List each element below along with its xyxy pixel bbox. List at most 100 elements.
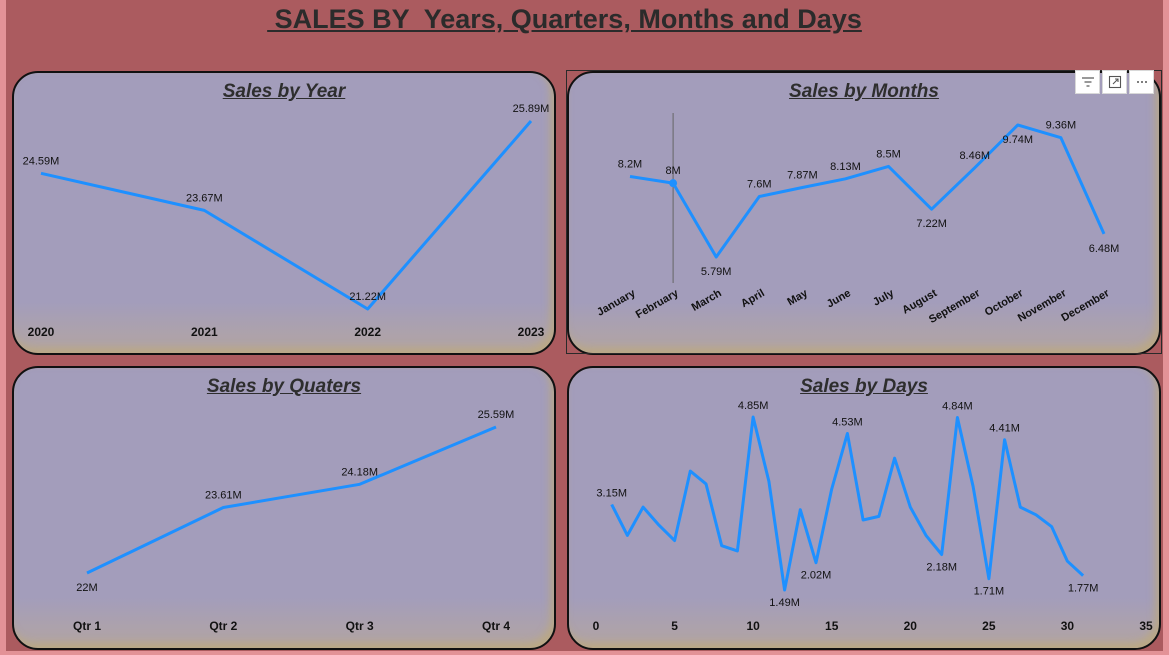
- sales-by-months-point-june[interactable]: [843, 177, 847, 181]
- sales-by-year-point-2022[interactable]: [366, 307, 370, 311]
- sales-by-months-data-label-july: 8.5M: [876, 148, 900, 160]
- sales-by-days-point-11[interactable]: [767, 479, 771, 483]
- sales-by-months-x-tick-january: January: [595, 287, 638, 319]
- sales-by-days-data-label-1: 3.15M: [596, 488, 627, 500]
- sales-by-year-point-2021[interactable]: [202, 208, 206, 212]
- sales-by-months-title: Sales by Months: [789, 81, 939, 102]
- sales-by-days-point-9[interactable]: [735, 549, 739, 553]
- sales-by-quarters-point-qtr-3[interactable]: [358, 482, 362, 486]
- sales-by-months-point-march[interactable]: [714, 255, 718, 259]
- sales-by-days-point-10[interactable]: [751, 415, 755, 419]
- sales-by-quarters-title: Sales by Quaters: [206, 376, 362, 397]
- sales-by-days-point-6[interactable]: [688, 469, 692, 473]
- sales-by-quarters-card[interactable]: Sales by Quaters 22M 23.61M 24.18M 25.59M Qt…: [12, 366, 556, 650]
- sales-by-quarters-series-line[interactable]: [86, 425, 497, 575]
- sales-by-days-point-16[interactable]: [845, 431, 849, 435]
- sales-by-quarters-point-qtr-2[interactable]: [221, 506, 225, 510]
- sales-by-quarters-data-label-qtr-4: 25.59M: [478, 409, 515, 421]
- sales-by-months-data-label-november: 9.36M: [1046, 120, 1077, 132]
- sales-by-days-point-8[interactable]: [720, 544, 724, 548]
- sales-by-days-point-15[interactable]: [830, 487, 834, 491]
- sales-by-quarters-x-tick-qtr-3: Qtr 3: [346, 619, 374, 633]
- sales-by-days-point-26[interactable]: [1003, 438, 1007, 442]
- sales-by-days-point-28[interactable]: [1034, 513, 1038, 517]
- sales-by-year-point-2020[interactable]: [39, 171, 43, 175]
- sales-by-months-data-label-march: 5.79M: [701, 266, 732, 278]
- sales-by-days-point-21[interactable]: [924, 533, 928, 537]
- sales-by-days-x-tick-35: 35: [1139, 619, 1153, 633]
- more-options-button[interactable]: [1129, 70, 1154, 94]
- sales-by-months-chart[interactable]: 8.2M 8M 5.79M 7.6M 7.87M 8.13M 8.5M 7.22M 8.46M 9…: [569, 73, 1159, 353]
- sales-by-months-point-may[interactable]: [800, 185, 804, 189]
- sales-by-days-data-label-25: 1.71M: [974, 586, 1005, 598]
- sales-by-days-point-1[interactable]: [610, 503, 614, 507]
- sales-by-days-point-3[interactable]: [641, 505, 645, 509]
- sales-by-days-point-2[interactable]: [625, 533, 629, 537]
- sales-by-days-point-25[interactable]: [987, 577, 991, 581]
- sales-by-days-card[interactable]: Sales by Days 3.15M 4.85M 1.49M 2.02M 4.53M 2…: [567, 366, 1161, 650]
- sales-by-quarters-x-tick-qtr-2: Qtr 2: [209, 619, 237, 633]
- sales-by-months-data-label-october: 9.74M: [1003, 134, 1034, 146]
- sales-by-days-chart[interactable]: 3.15M 4.85M 1.49M 2.02M 4.53M 2.18M 4.84M 1.71M…: [569, 368, 1159, 648]
- sales-by-days-point-24[interactable]: [971, 485, 975, 489]
- filter-icon: [1081, 77, 1094, 87]
- sales-by-year-chart[interactable]: 24.59M 23.67M 21.22M 25.89M 2020 2021 2022 2023: [14, 73, 554, 353]
- sales-by-months-x-tick-march: March: [690, 287, 724, 314]
- sales-by-quarters-x-tick-qtr-4: Qtr 4: [482, 619, 510, 633]
- sales-by-days-point-14[interactable]: [814, 561, 818, 565]
- sales-by-days-point-13[interactable]: [798, 508, 802, 512]
- sales-by-days-point-19[interactable]: [893, 456, 897, 460]
- sales-by-months-point-december[interactable]: [1102, 232, 1106, 236]
- sales-by-days-point-17[interactable]: [861, 518, 865, 522]
- sales-by-year-x-tick-2023: 2023: [518, 325, 545, 339]
- sales-by-months-data-label-february: 8M: [665, 165, 680, 177]
- sales-by-days-point-30[interactable]: [1065, 559, 1069, 563]
- sales-by-days-point-18[interactable]: [877, 514, 881, 518]
- filter-button[interactable]: [1075, 70, 1100, 94]
- sales-by-months-point-october[interactable]: [1016, 123, 1020, 127]
- sales-by-year-series-line[interactable]: [40, 120, 533, 311]
- sales-by-year-x-tick-2021: 2021: [191, 325, 218, 339]
- sales-by-months-point-november[interactable]: [1059, 136, 1063, 140]
- sales-by-months-data-label-april: 7.6M: [747, 179, 771, 191]
- sales-by-quarters-point-qtr-4[interactable]: [494, 425, 498, 429]
- sales-by-months-point-january[interactable]: [628, 174, 632, 178]
- sales-by-days-x-tick-5: 5: [671, 619, 678, 633]
- sales-by-year-x-tick-2022: 2022: [354, 325, 381, 339]
- sales-by-quarters-data-label-qtr-1: 22M: [76, 582, 97, 594]
- sales-by-days-data-label-12: 1.49M: [769, 597, 800, 609]
- sales-by-days-point-5[interactable]: [673, 539, 677, 543]
- sales-by-year-point-2023[interactable]: [529, 119, 533, 123]
- sales-by-year-data-label-2021: 23.67M: [186, 192, 223, 204]
- sales-by-year-card[interactable]: Sales by Year 24.59M 23.67M 21.22M 25.89M 20…: [12, 71, 556, 355]
- sales-by-months-point-february[interactable]: [669, 179, 678, 188]
- sales-by-months-card[interactable]: Sales by Months 8.2M 8M 5.79M 7.6M 7.87M 8.13…: [567, 71, 1161, 355]
- sales-by-days-point-23[interactable]: [955, 416, 959, 420]
- sales-by-quarters-point-qtr-1[interactable]: [85, 571, 89, 575]
- sales-by-year-data-label-2020: 24.59M: [23, 155, 60, 167]
- sales-by-months-point-july[interactable]: [887, 164, 891, 168]
- sales-by-days-point-27[interactable]: [1018, 505, 1022, 509]
- sales-by-days-data-label-26: 4.41M: [989, 423, 1020, 435]
- sales-by-days-point-4[interactable]: [657, 523, 661, 527]
- sales-by-days-x-tick-25: 25: [982, 619, 996, 633]
- sales-by-days-point-29[interactable]: [1050, 525, 1054, 529]
- sales-by-months-point-april[interactable]: [757, 195, 761, 199]
- sales-by-months-x-tick-april: April: [739, 287, 767, 310]
- sales-by-days-point-7[interactable]: [704, 482, 708, 486]
- sales-by-days-point-31[interactable]: [1081, 574, 1085, 578]
- visual-header-toolbar: [1075, 70, 1154, 94]
- sales-by-days-series-line[interactable]: [610, 415, 1085, 592]
- focus-mode-button[interactable]: [1102, 70, 1127, 94]
- sales-by-months-x-tick-february: February: [634, 287, 682, 321]
- sales-by-days-point-20[interactable]: [908, 505, 912, 509]
- sales-by-days-point-22[interactable]: [940, 552, 944, 556]
- sales-by-months-series-line[interactable]: [629, 123, 1106, 259]
- sales-by-months-point-august[interactable]: [930, 207, 934, 211]
- sales-by-quarters-x-tick-qtr-1: Qtr 1: [73, 619, 101, 633]
- sales-by-days-point-12[interactable]: [783, 588, 787, 592]
- sales-by-months-x-tick-may: May: [785, 287, 810, 309]
- sales-by-months-point-september[interactable]: [973, 166, 977, 170]
- sales-by-quarters-chart[interactable]: 22M 23.61M 24.18M 25.59M Qtr 1 Qtr 2 Qtr 3 Qtr …: [14, 368, 554, 648]
- sales-by-months-x-tick-july: July: [871, 287, 897, 309]
